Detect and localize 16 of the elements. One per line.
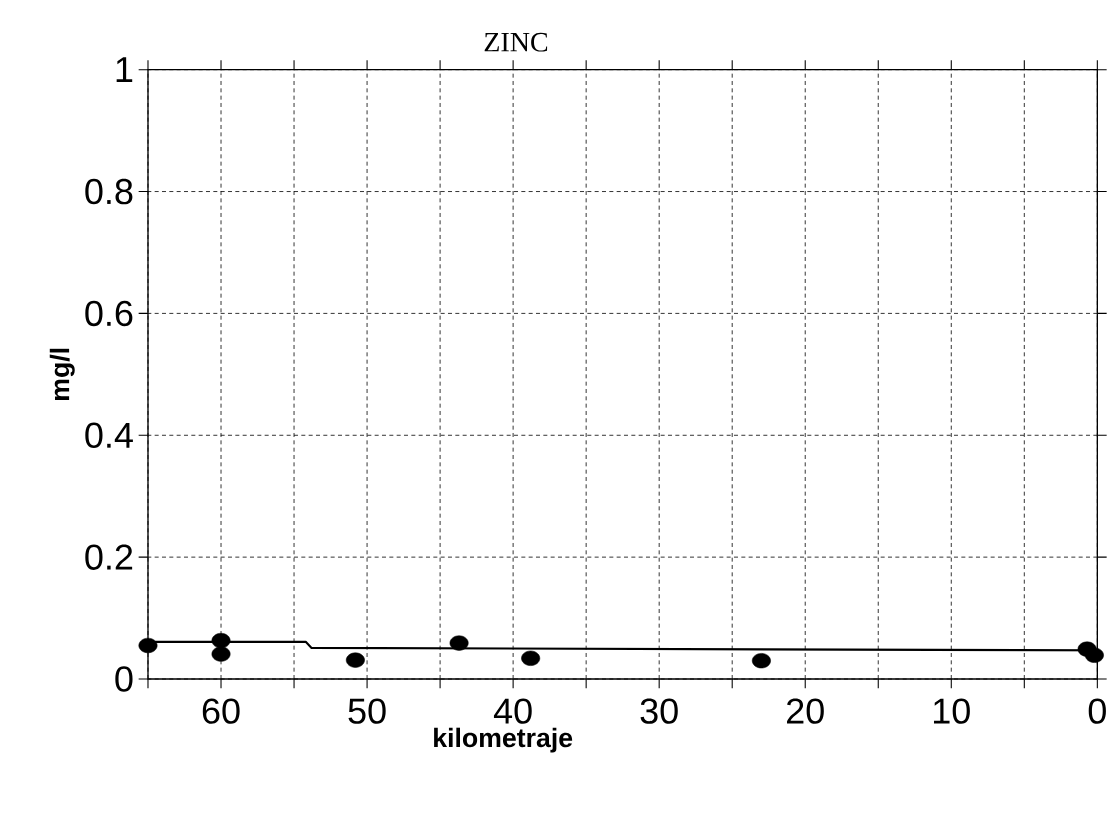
y-tick-label: 0.6 <box>85 300 133 327</box>
y-tick-label: 0.2 <box>85 544 133 570</box>
x-tick-label: 20 <box>787 698 824 724</box>
x-axis-title: kilometraje <box>434 727 573 753</box>
x-tick-label: 40 <box>493 698 532 724</box>
y-tick-label: 1 <box>116 57 133 83</box>
y-tick-label: 0.8 <box>85 178 133 205</box>
y-tick-label: 0 <box>115 666 133 692</box>
x-tick-label: 10 <box>933 698 970 724</box>
y-tick-label: 0.4 <box>85 422 133 449</box>
chart-title: ZINC <box>484 32 548 52</box>
x-tick-label: 50 <box>348 698 386 724</box>
x-tick-label: 30 <box>640 698 678 724</box>
y-axis-title: mg/l <box>49 348 75 400</box>
x-tick-label: 0 <box>1088 698 1106 724</box>
x-tick-label: 60 <box>202 698 240 724</box>
